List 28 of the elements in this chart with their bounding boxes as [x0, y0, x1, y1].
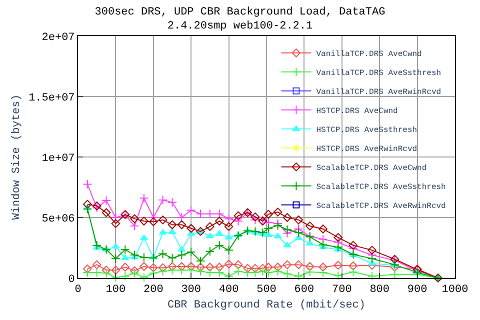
x-tick-label: 200: [143, 284, 164, 296]
legend-label: HSTCP.DRS AveCwnd: [316, 107, 398, 116]
x-axis-title: CBR Background Rate (mbit/sec): [167, 299, 366, 312]
legend-label: HSTCP.DRS AveRwinRcvd: [316, 145, 418, 154]
x-tick-label: 300: [181, 284, 202, 296]
x-tick-label: 400: [218, 284, 239, 296]
y-tick-label: 1.5e+07: [28, 92, 75, 104]
y-tick-label: 0: [68, 274, 75, 286]
legend-label: VanillaTCP.DRS AveRwinRcvd: [316, 88, 442, 98]
x-tick-label: 900: [407, 284, 428, 296]
legend-label: ScalableTCP.DRS AveRwinRcvd: [316, 202, 446, 212]
y-axis-title: Window Size (bytes): [11, 94, 24, 220]
x-tick-label: 500: [256, 284, 276, 296]
y-tick-label: 1e+07: [42, 152, 75, 165]
y-tick-label: 5e+06: [42, 213, 75, 226]
legend-label: VanillaTCP.DRS AveSsthresh: [316, 69, 442, 78]
y-tick-label: 2e+07: [42, 32, 75, 44]
legend-label: HSTCP.DRS AveSsthresh: [316, 126, 418, 136]
x-tick-label: 700: [332, 284, 352, 296]
chart-subtitle: 2.4.20smp web100-2.2.1: [167, 20, 314, 33]
legend-label: ScalableTCP.DRS AveSsthresh: [316, 183, 446, 192]
legend-label: VanillaTCP.DRS AveCwnd: [316, 50, 422, 60]
x-tick-label: 800: [370, 284, 390, 296]
legend-label: ScalableTCP.DRS AveCwnd: [316, 164, 427, 174]
x-tick-label: 600: [294, 284, 314, 296]
chart-title: 300sec DRS, UDP CBR Background Load, DataTAG: [94, 6, 386, 18]
x-tick-label: 100: [106, 284, 126, 296]
x-tick-label: 1000: [442, 284, 468, 296]
